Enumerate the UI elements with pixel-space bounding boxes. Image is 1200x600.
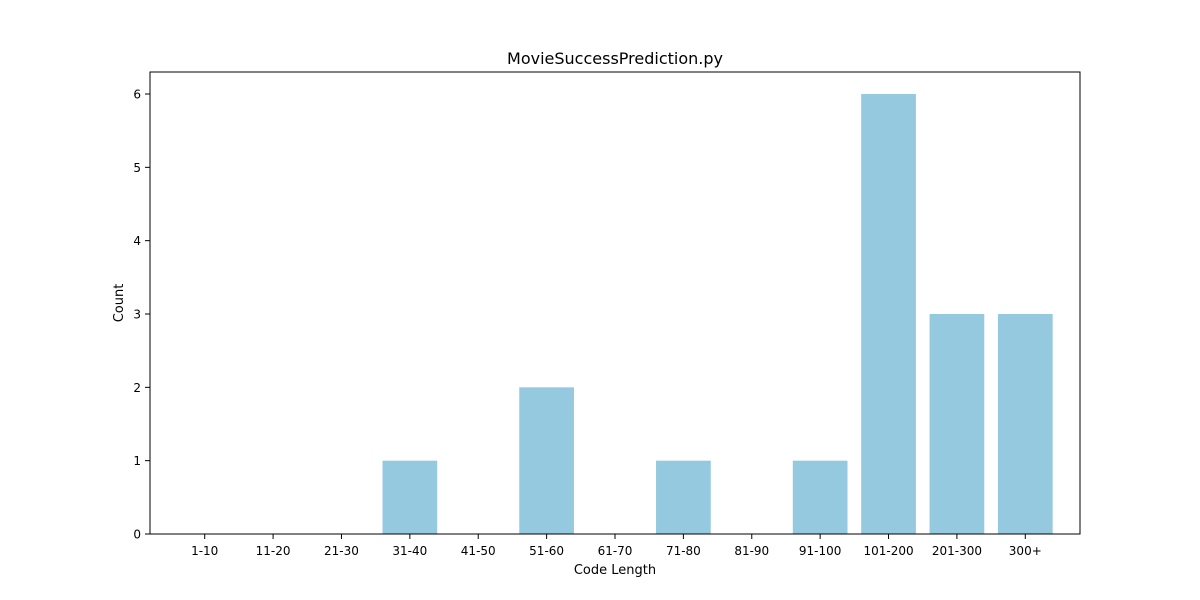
bar-201-300 — [929, 314, 985, 534]
bars-layer — [382, 94, 1053, 534]
y-tick-label: 6 — [133, 88, 141, 102]
y-tick-label: 4 — [133, 234, 141, 248]
y-tick-label: 5 — [133, 161, 141, 175]
y-tick-label: 0 — [133, 528, 141, 542]
bar-31-40 — [382, 460, 438, 534]
x-tick-label: 101-200 — [863, 544, 913, 558]
bar-101-200 — [861, 94, 916, 534]
x-tick-label: 41-50 — [461, 544, 496, 558]
x-tick-label: 21-30 — [324, 544, 359, 558]
x-tick-label: 300+ — [1009, 544, 1042, 558]
x-tick-label: 91-100 — [799, 544, 842, 558]
x-tick-label: 31-40 — [392, 544, 427, 558]
x-tick-label: 1-10 — [191, 544, 218, 558]
bar-91-100 — [792, 460, 848, 534]
x-tick-label: 201-300 — [932, 544, 982, 558]
y-tick-label: 2 — [133, 381, 141, 395]
y-axis-label: Count — [112, 284, 127, 323]
x-tick-label: 81-90 — [734, 544, 769, 558]
y-tick-label: 3 — [133, 308, 141, 322]
bar-300+ — [997, 314, 1053, 534]
y-tick-label: 1 — [133, 454, 141, 468]
x-tick-label: 61-70 — [598, 544, 633, 558]
x-axis-label: Code Length — [574, 563, 656, 578]
bar-71-80 — [656, 460, 711, 534]
plot-frame — [149, 71, 1081, 535]
x-tick-label: 11-20 — [256, 544, 291, 558]
chart-title: MovieSuccessPrediction.py — [507, 49, 723, 68]
y-axis-ticks: 0 1 2 3 4 5 6 — [133, 88, 150, 542]
x-tick-label: 51-60 — [529, 544, 564, 558]
bar-51-60 — [519, 387, 574, 534]
x-axis-ticks: 1-10 11-20 21-30 31-40 41-50 51-60 61-70 71-80 8… — [191, 534, 1042, 558]
x-tick-label: 71-80 — [666, 544, 701, 558]
